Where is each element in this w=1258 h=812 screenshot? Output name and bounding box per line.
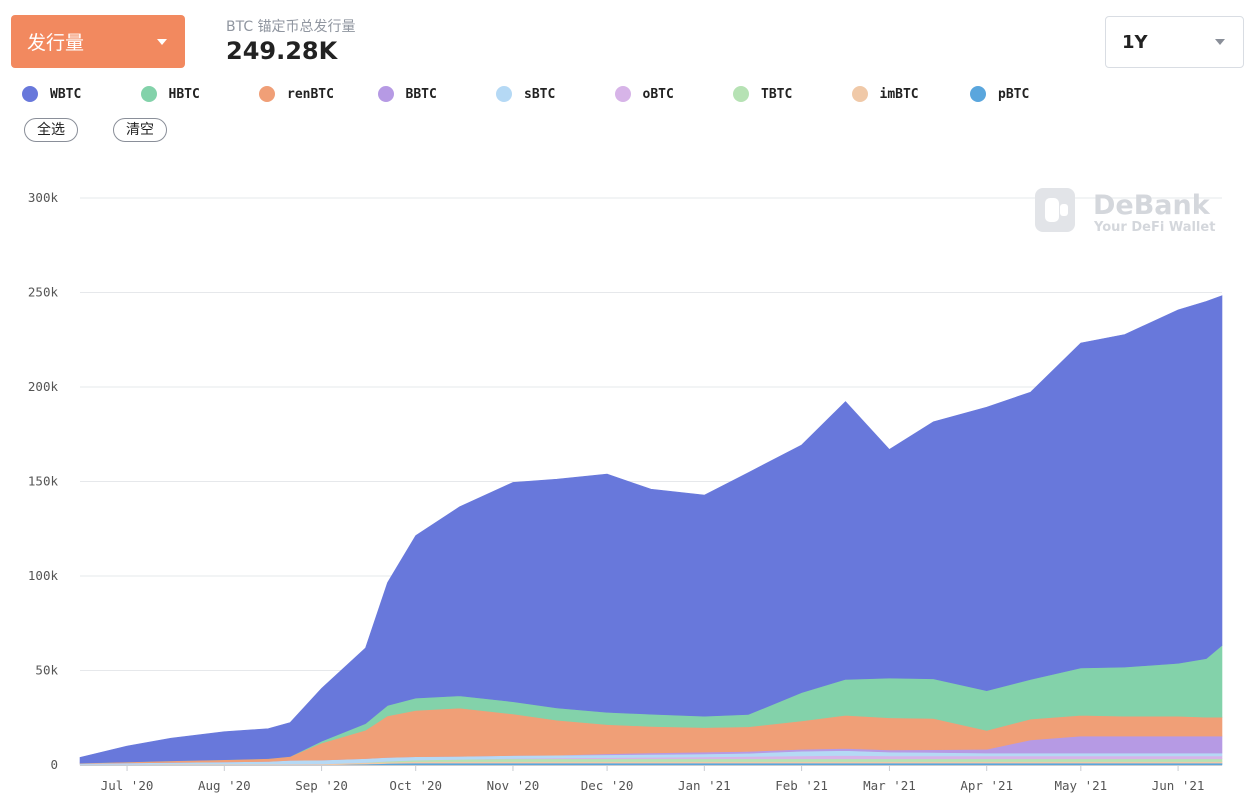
legend-dot-icon	[851, 86, 868, 102]
legend-dot-icon	[496, 86, 512, 102]
x-axis: Jul '20 Aug '20 Sep '20 Oct '20 Nov '20 Dec '…	[80, 765, 1222, 793]
x-tick-label: Apr '21	[960, 778, 1013, 793]
select-all-button[interactable]: 全选	[24, 118, 78, 142]
x-tick-label: Aug '20	[198, 778, 251, 793]
legend-label: TBTC	[761, 86, 793, 102]
y-tick-label: 100k	[28, 568, 59, 583]
x-tick-label: Jun '21	[1152, 778, 1205, 793]
legend-item-sbtc[interactable]: sBTC	[496, 84, 555, 104]
legend-item-hbtc[interactable]: HBTC	[140, 84, 200, 104]
x-tick-label: Nov '20	[487, 778, 540, 793]
x-tick-label: May '21	[1054, 778, 1107, 793]
caret-down-icon	[157, 39, 167, 45]
legend-label: pBTC	[998, 86, 1030, 102]
series-areas	[79, 295, 1223, 766]
watermark-tagline: Your DeFi Wallet	[1093, 220, 1215, 235]
clear-button[interactable]: 清空	[113, 118, 167, 142]
legend-item-wbtc[interactable]: WBTC	[22, 84, 81, 104]
summary-value: 249.28K	[226, 37, 338, 65]
legend-dot-icon	[733, 86, 749, 102]
x-tick-label: Jan '21	[678, 778, 731, 793]
chart-legend: WBTC HBTC renBTC BBTC sBTC oBTC TBTC imBTC pBTC	[22, 84, 1122, 104]
y-tick-label: 0	[50, 757, 58, 772]
legend-dot-icon	[614, 86, 631, 102]
legend-label: imBTC	[879, 86, 919, 102]
x-tick-label: Mar '21	[863, 778, 916, 793]
time-range-label: 1Y	[1122, 31, 1148, 53]
metric-dropdown[interactable]: 发行量	[11, 15, 185, 68]
legend-label: WBTC	[50, 86, 82, 102]
legend-item-renbtc[interactable]: renBTC	[259, 84, 334, 104]
legend-label: HBTC	[168, 86, 200, 102]
x-tick-label: Dec '20	[581, 778, 634, 793]
legend-item-obtc[interactable]: oBTC	[614, 84, 674, 104]
time-range-select[interactable]: 1Y	[1105, 16, 1244, 68]
legend-dot-icon	[377, 86, 394, 102]
x-tick-label: Sep '20	[295, 778, 348, 793]
summary-label: BTC 锚定币总发行量	[226, 19, 356, 35]
legend-label: oBTC	[642, 86, 674, 102]
caret-down-icon	[1215, 39, 1225, 45]
legend-dot-icon	[140, 86, 157, 102]
x-tick-label: Oct '20	[389, 778, 442, 793]
series-area-wbtc	[79, 295, 1223, 764]
y-tick-label: 250k	[28, 285, 59, 300]
legend-dot-icon	[22, 86, 38, 102]
legend-dot-icon	[259, 86, 275, 102]
watermark-name: DeBank	[1093, 190, 1211, 221]
debank-logo-icon	[1035, 188, 1075, 232]
legend-label: renBTC	[287, 86, 334, 102]
y-tick-label: 150k	[28, 474, 59, 489]
legend-item-tbtc[interactable]: TBTC	[733, 84, 792, 104]
y-axis: 0 50k 100k 150k 200k 250k 300k	[28, 190, 59, 772]
x-tick-label: Jul '20	[101, 778, 154, 793]
legend-dot-icon	[970, 86, 986, 102]
legend-item-imbtc[interactable]: imBTC	[851, 84, 919, 104]
metric-dropdown-label: 发行量	[27, 32, 85, 54]
legend-label: BBTC	[405, 86, 437, 102]
legend-label: sBTC	[524, 86, 556, 102]
y-tick-label: 50k	[35, 663, 58, 678]
x-tick-label: Feb '21	[775, 778, 828, 793]
y-tick-label: 200k	[28, 379, 59, 394]
y-tick-label: 300k	[28, 190, 59, 205]
legend-item-pbtc[interactable]: pBTC	[970, 84, 1029, 104]
debank-watermark: DeBank Your DeFi Wallet	[1035, 188, 1215, 235]
legend-item-bbtc[interactable]: BBTC	[377, 84, 437, 104]
